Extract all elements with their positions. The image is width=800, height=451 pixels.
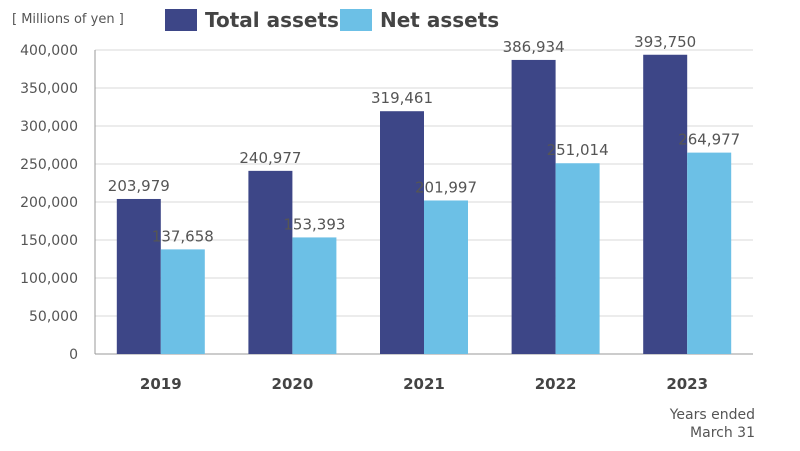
x-tick-label: 2023 xyxy=(666,375,708,393)
x-tick-label: 2021 xyxy=(403,375,445,393)
bar-net-assets xyxy=(687,152,732,354)
bar-total-assets xyxy=(116,198,161,354)
axis-note-line-2: March 31 xyxy=(690,425,755,441)
bar-net-assets xyxy=(292,237,337,354)
legend-label-total: Total assets xyxy=(205,8,339,32)
x-tick-label: 2020 xyxy=(272,375,314,393)
data-label: 153,393 xyxy=(283,215,345,233)
data-label: 137,658 xyxy=(152,227,214,245)
data-label: 240,977 xyxy=(239,149,301,167)
x-tick-label: 2022 xyxy=(535,375,577,393)
axis-note-line-1: Years ended xyxy=(669,407,755,423)
bar-net-assets xyxy=(424,200,468,354)
bar-total-assets xyxy=(248,170,293,354)
x-tick-label: 2019 xyxy=(140,375,182,393)
bar-total-assets xyxy=(511,59,556,354)
data-label: 251,014 xyxy=(547,141,609,159)
y-tick-label: 200,000 xyxy=(20,195,78,211)
y-tick-label: 100,000 xyxy=(20,271,78,287)
unit-label: [ Millions of yen ] xyxy=(12,12,124,27)
data-label: 201,997 xyxy=(415,178,477,196)
bar-total-assets xyxy=(380,111,424,354)
y-tick-label: 400,000 xyxy=(20,43,78,59)
legend-swatch-net xyxy=(340,9,372,31)
y-tick-label: 150,000 xyxy=(20,233,78,249)
data-label: 264,977 xyxy=(678,131,740,149)
bar-net-assets xyxy=(160,249,205,354)
y-tick-label: 350,000 xyxy=(20,81,78,97)
y-tick-label: 0 xyxy=(69,347,78,363)
y-tick-label: 250,000 xyxy=(20,157,78,173)
data-label: 319,461 xyxy=(371,89,433,107)
y-tick-label: 50,000 xyxy=(29,309,78,325)
data-label: 203,979 xyxy=(108,177,170,195)
legend-net-assets: Net assets xyxy=(340,8,499,32)
data-label: 386,934 xyxy=(503,38,565,56)
bar-total-assets xyxy=(643,54,688,354)
legend-swatch-total xyxy=(165,9,197,31)
axis-note: Years ended March 31 xyxy=(670,406,755,442)
legend-label-net: Net assets xyxy=(380,8,500,32)
y-tick-label: 300,000 xyxy=(20,119,78,135)
data-label: 393,750 xyxy=(634,33,696,51)
bar-net-assets xyxy=(555,163,600,354)
legend-total-assets: Total assets xyxy=(165,8,339,32)
